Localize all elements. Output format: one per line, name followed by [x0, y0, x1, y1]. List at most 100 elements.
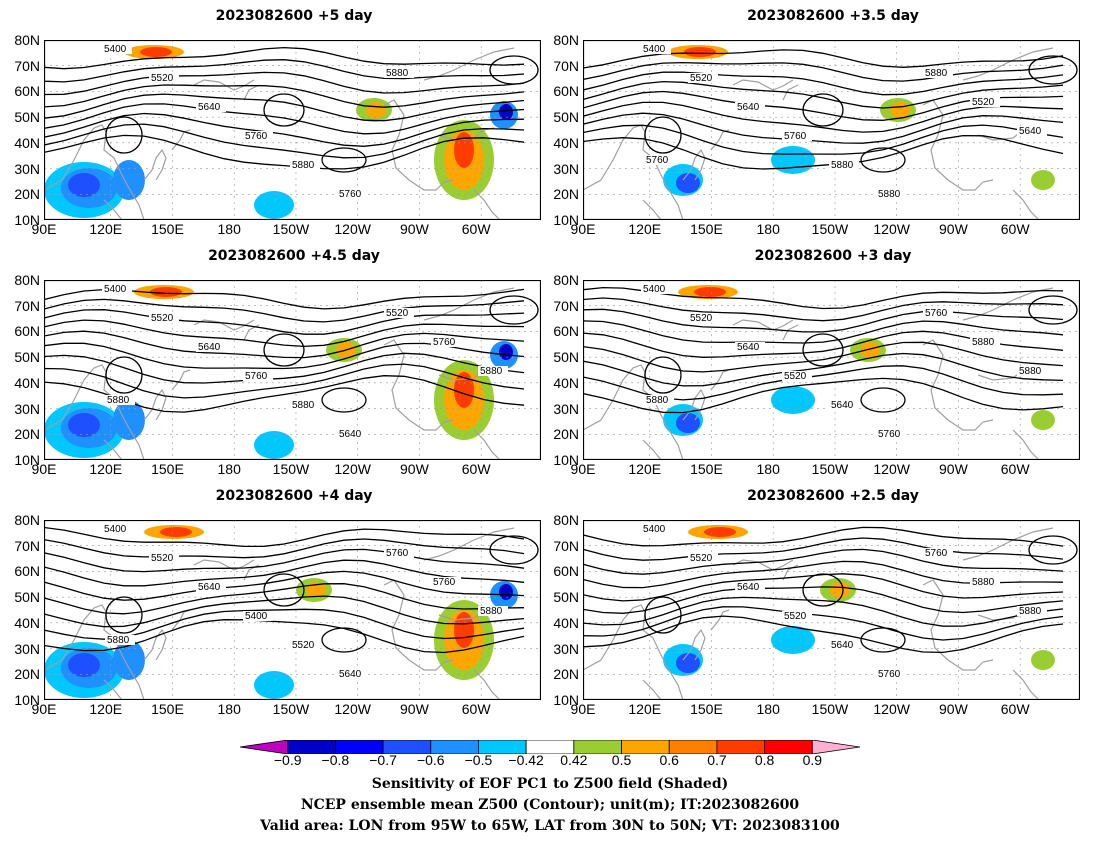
panel-title-6: 2023082600 +2.5 day: [747, 488, 919, 504]
colorbar-tick-label: −0.9: [273, 752, 302, 768]
lat-label: 40N: [553, 134, 579, 151]
lat-label: 20N: [553, 186, 579, 203]
colorbar-tick-label: −0.8: [321, 752, 350, 768]
svg-text:5520: 5520: [784, 371, 807, 382]
svg-text:5640: 5640: [737, 102, 760, 113]
lon-label: 90W: [400, 701, 429, 717]
svg-text:5520: 5520: [784, 611, 807, 622]
panel-title-5: 2023082600 +4 day: [215, 488, 373, 504]
svg-text:5400: 5400: [104, 524, 127, 535]
lon-label: 60W: [1000, 701, 1030, 717]
lat-label: 20N: [553, 666, 579, 683]
svg-text:5520: 5520: [690, 313, 713, 324]
lon-label: 60W: [1000, 221, 1030, 237]
svg-text:5520: 5520: [690, 553, 713, 564]
svg-text:5640: 5640: [339, 669, 362, 680]
svg-text:5520: 5520: [972, 97, 995, 108]
caption-line-1: Sensitivity of EOF PC1 to Z500 field (Sh…: [371, 776, 729, 792]
lat-label: 10N: [553, 692, 579, 708]
map-panel-5: 5400 5520 5640 5400 5520 5640 5760 5760 5880 5880: [44, 520, 541, 700]
lon-label: 180: [217, 461, 241, 477]
caption-line-2: NCEP ensemble mean Z500 (Contour); unit(…: [300, 797, 800, 813]
svg-text:5640: 5640: [198, 342, 221, 353]
map-panel-4: 5400 5520 5640 5520 5640 5760 5760 5880 5880 5880: [583, 280, 1080, 460]
lon-label: 120E: [628, 461, 662, 477]
lat-label: 20N: [14, 426, 40, 443]
svg-text:5880: 5880: [972, 337, 995, 348]
lat-label: 70N: [553, 297, 579, 314]
lat-label: 10N: [553, 452, 579, 468]
colorbar-tick-label: −0.42: [508, 752, 544, 768]
svg-text:5880: 5880: [1019, 366, 1042, 377]
lon-label: 90E: [31, 221, 57, 237]
colorbar: [240, 740, 860, 754]
lat-label: 60N: [14, 323, 40, 340]
lon-label: 150E: [151, 701, 184, 717]
lon-label: 120W: [334, 221, 371, 237]
lon-label: 150E: [690, 701, 723, 717]
lon-label: 150W: [811, 461, 849, 477]
colorbar-tick-label: 0.5: [611, 752, 632, 768]
lat-label: 40N: [14, 614, 40, 631]
lon-label: 120E: [89, 461, 123, 477]
lon-label: 120W: [873, 221, 910, 237]
svg-text:5520: 5520: [690, 73, 713, 84]
svg-text:5520: 5520: [292, 640, 315, 651]
svg-text:5760: 5760: [433, 337, 456, 348]
lat-label: 10N: [14, 452, 40, 468]
lat-label: 40N: [553, 614, 579, 631]
svg-text:5400: 5400: [643, 524, 666, 535]
lon-label: 90E: [570, 461, 596, 477]
lat-label: 50N: [553, 349, 579, 366]
svg-text:5520: 5520: [151, 553, 174, 564]
lon-label: 180: [756, 461, 780, 477]
svg-text:5760: 5760: [339, 189, 362, 200]
svg-text:5760: 5760: [784, 131, 807, 142]
lat-label: 10N: [14, 692, 40, 708]
panel-title-4: 2023082600 +3 day: [754, 248, 912, 264]
panel-title-3: 2023082600 +4.5 day: [208, 248, 380, 264]
lon-label: 90E: [570, 701, 596, 717]
lat-label: 80N: [14, 32, 40, 48]
svg-text:5880: 5880: [107, 635, 130, 646]
lon-label: 90W: [939, 461, 968, 477]
lon-label: 60W: [461, 461, 491, 477]
lat-label: 60N: [14, 563, 40, 580]
lat-label: 80N: [14, 512, 40, 528]
svg-text:5640: 5640: [737, 342, 760, 353]
lat-label: 60N: [553, 83, 579, 100]
svg-text:5760: 5760: [245, 371, 268, 382]
lat-label: 50N: [553, 109, 579, 126]
svg-text:5640: 5640: [198, 102, 221, 113]
lat-label: 80N: [553, 32, 579, 48]
svg-text:5640: 5640: [339, 429, 362, 440]
svg-text:5880: 5880: [925, 68, 948, 79]
svg-text:5640: 5640: [831, 400, 854, 411]
colorbar-tick-label: −0.6: [416, 752, 445, 768]
lat-label: 20N: [553, 426, 579, 443]
lon-label: 150W: [811, 701, 849, 717]
svg-text:5520: 5520: [151, 73, 174, 84]
panel-title-1: 2023082600 +5 day: [215, 8, 373, 24]
colorbar-tick-label: 0.42: [560, 752, 588, 768]
lat-label: 70N: [14, 57, 40, 74]
lat-label: 20N: [14, 186, 40, 203]
svg-text:5400: 5400: [245, 611, 268, 622]
lon-label: 180: [217, 701, 241, 717]
lon-label: 90W: [400, 221, 429, 237]
lat-label: 60N: [553, 563, 579, 580]
colorbar-tick-label: 0.7: [707, 752, 727, 768]
lat-label: 80N: [553, 272, 579, 288]
lat-label: 80N: [553, 512, 579, 528]
lat-label: 30N: [14, 400, 40, 417]
lat-label: 40N: [14, 374, 40, 391]
lon-label: 150W: [272, 701, 310, 717]
svg-text:5760: 5760: [646, 155, 669, 166]
lon-label: 90W: [939, 221, 968, 237]
lon-label: 120W: [334, 701, 371, 717]
svg-text:5520: 5520: [386, 308, 409, 319]
lon-label: 150W: [272, 461, 310, 477]
lon-label: 150E: [151, 461, 184, 477]
map-panel-3: 5400 5520 5640 5760 5880 5640 5520 5760 5880 5880: [44, 280, 541, 460]
svg-text:5400: 5400: [104, 284, 127, 295]
